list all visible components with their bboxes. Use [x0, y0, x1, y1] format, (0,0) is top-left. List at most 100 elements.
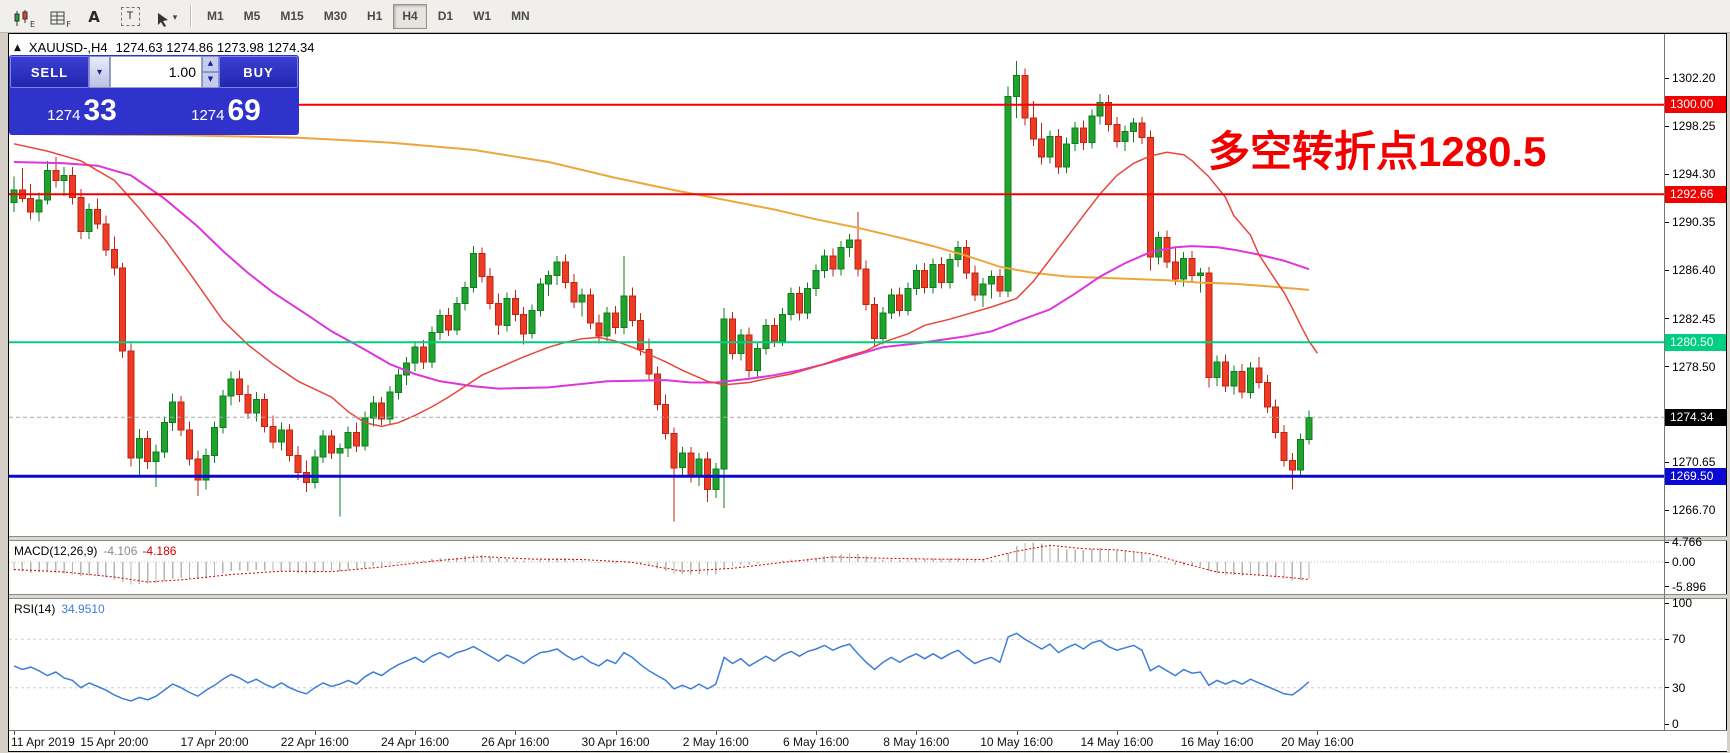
- price-tick-dash: [1665, 173, 1669, 175]
- timeframe-bar: M1 M5 M15 M30 H1 H4 D1 W1 MN: [198, 4, 539, 29]
- sell-price[interactable]: 1274 33: [10, 88, 154, 134]
- time-axis-label: 10 May 16:00: [980, 735, 1053, 749]
- price-tick-label: 1270.65: [1672, 455, 1716, 470]
- toolbar-tools: E F A T ▾: [8, 3, 180, 29]
- timeframe-button-m1[interactable]: M1: [207, 9, 224, 23]
- time-axis[interactable]: 11 Apr 2019 15 Apr 20:00 17 Apr 20:00 22 Ap…: [9, 730, 1727, 751]
- macd-tick-dash: [1665, 561, 1669, 563]
- macd-tick-label: 4.766: [1672, 535, 1703, 550]
- chevron-down-icon: ▾: [96, 66, 103, 78]
- price-tick-dash: [1665, 221, 1669, 223]
- timeframe-button-mn[interactable]: MN: [511, 9, 530, 23]
- price-tick-label: 1302.20: [1672, 71, 1716, 85]
- price-tick-dash: [1665, 366, 1669, 368]
- volume-dropdown-button[interactable]: ▾: [89, 56, 110, 88]
- price-tick-dash: [1665, 509, 1669, 511]
- time-axis-tick: [214, 731, 216, 735]
- macd-tick-label: 0.00: [1672, 555, 1696, 569]
- rsi-tick-label: 100: [1672, 596, 1693, 610]
- macd-histogram: [13, 542, 1310, 585]
- time-axis-label: 26 Apr 16:00: [481, 735, 550, 749]
- ohlc-readout: 1274.63 1274.86 1273.98 1274.34: [115, 40, 315, 55]
- panel-separator-macd[interactable]: [9, 536, 1727, 541]
- price-label-1292.66: 1292.66: [1665, 185, 1726, 203]
- macd-name: MACD(12,26,9): [14, 544, 98, 558]
- volume-stepper: ▲ ▼: [202, 56, 219, 88]
- buy-button[interactable]: BUY: [219, 56, 298, 88]
- main-chart-area[interactable]: [9, 34, 1664, 536]
- rsi-tick-label: 70: [1672, 632, 1686, 647]
- time-axis-tick: [816, 731, 818, 735]
- time-axis-label: 11 Apr 2019: [11, 735, 75, 749]
- time-axis-tick: [114, 731, 116, 735]
- timeframe-button-h1[interactable]: H1: [367, 9, 383, 23]
- time-axis-tick: [14, 731, 15, 735]
- timeframe-button-m30[interactable]: M30: [323, 9, 348, 23]
- rsi-line: [13, 632, 1310, 702]
- price-tick-label: 1294.30: [1672, 167, 1716, 182]
- price-tick-dash: [1665, 461, 1669, 463]
- time-axis-tick: [1116, 731, 1118, 735]
- cursor-tool-icon[interactable]: ▾: [152, 3, 180, 29]
- price-scale[interactable]: 1302.20 1298.25 1294.30 1290.35 1286.40 1282.…: [1665, 34, 1727, 731]
- time-axis-tick: [1217, 731, 1219, 735]
- rsi-tick-dash: [1665, 723, 1669, 725]
- textbox-tool-icon[interactable]: T: [116, 3, 144, 29]
- one-click-toggle-icon[interactable]: ▲: [14, 42, 21, 53]
- timeframe-button-m5[interactable]: M5: [243, 9, 261, 23]
- price-label-1300.00: 1300.00: [1665, 96, 1726, 114]
- timeframe-button-d1[interactable]: D1: [437, 9, 454, 23]
- rsi-label: RSI(14) 34.9510: [14, 602, 105, 616]
- price-tick-label: 1286.40: [1672, 263, 1716, 278]
- panel-separator-rsi[interactable]: [9, 594, 1727, 599]
- macd-tick-dash: [1665, 541, 1669, 543]
- time-axis-tick: [1317, 731, 1319, 735]
- price-tick-label: 1266.70: [1672, 503, 1716, 518]
- rsi-tick-dash: [1665, 602, 1669, 604]
- rsi-name: RSI(14): [14, 602, 56, 616]
- time-axis-label: 24 Apr 16:00: [381, 735, 450, 749]
- main-chart-svg: [9, 60, 1664, 522]
- rsi-tick-label: 30: [1672, 680, 1686, 695]
- volume-input[interactable]: [110, 56, 202, 88]
- candlestick-chart-icon[interactable]: E: [8, 3, 36, 29]
- symbol-title: XAUUSD-,H4: [28, 40, 108, 55]
- chart-window: [8, 33, 1727, 752]
- rsi-tick-dash: [1665, 687, 1669, 689]
- one-click-trading-panel: SELL ▾ ▲ ▼ BUY 1274 33 1274 69: [9, 55, 299, 135]
- buy-price[interactable]: 1274 69: [154, 88, 298, 134]
- price-tick-dash: [1665, 318, 1669, 320]
- price-tick-label: 1290.35: [1672, 215, 1716, 230]
- text-tool-icon[interactable]: A: [88, 8, 100, 26]
- macd-value-2: -4.186: [142, 544, 177, 558]
- rsi-tick-label: 0: [1672, 717, 1679, 731]
- rsi-svg: [9, 632, 1664, 702]
- time-axis-tick: [515, 731, 517, 735]
- timeframe-button-m15[interactable]: M15: [280, 9, 304, 23]
- time-axis-label: 15 Apr 20:00: [80, 735, 149, 749]
- price-tick-label: 1298.25: [1672, 119, 1716, 134]
- macd-signal-line: [13, 544, 1310, 583]
- timeframe-button-w1[interactable]: W1: [473, 9, 492, 23]
- timeframe-button-h4[interactable]: H4: [393, 4, 427, 29]
- candlestick-series: [10, 60, 1313, 522]
- time-axis-label: 6 May 16:00: [783, 735, 850, 749]
- sell-button[interactable]: SELL: [10, 56, 89, 88]
- rsi-tick-dash: [1665, 638, 1669, 640]
- time-axis-tick: [916, 731, 918, 735]
- rsi-panel[interactable]: [9, 599, 1664, 727]
- buy-price-small: 1274: [191, 107, 225, 124]
- price-tick-dash: [1665, 125, 1669, 127]
- time-axis-label: 14 May 16:00: [1080, 735, 1154, 749]
- price-tick-dash: [1665, 269, 1669, 271]
- sell-price-big: 33: [83, 94, 117, 127]
- grid-chart-icon[interactable]: F: [44, 3, 72, 29]
- price-tick-label: 1282.45: [1672, 311, 1716, 326]
- volume-increase-button[interactable]: ▲: [202, 56, 219, 72]
- volume-decrease-button[interactable]: ▼: [202, 72, 219, 88]
- annotation-text: 多空转折点1280.5: [1208, 128, 1547, 175]
- macd-panel[interactable]: [9, 541, 1664, 594]
- macd-tick-dash: [1665, 586, 1669, 588]
- time-axis-tick: [615, 731, 617, 735]
